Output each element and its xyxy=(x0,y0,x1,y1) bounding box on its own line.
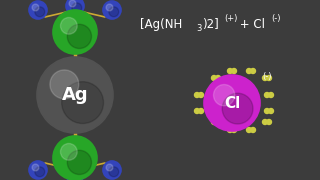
Text: )2]: )2] xyxy=(202,18,219,31)
Circle shape xyxy=(69,168,76,175)
Circle shape xyxy=(53,136,97,180)
Circle shape xyxy=(215,120,220,125)
Circle shape xyxy=(262,75,268,80)
Circle shape xyxy=(69,0,76,7)
Circle shape xyxy=(67,150,92,174)
Circle shape xyxy=(53,10,97,54)
Circle shape xyxy=(29,1,47,19)
Circle shape xyxy=(222,93,253,124)
Text: (-): (-) xyxy=(271,14,281,23)
Circle shape xyxy=(103,1,121,19)
Circle shape xyxy=(72,3,82,13)
Text: + Cl: + Cl xyxy=(236,18,265,31)
Circle shape xyxy=(265,109,269,114)
Circle shape xyxy=(198,109,204,114)
Circle shape xyxy=(231,127,236,132)
Circle shape xyxy=(195,93,199,98)
Text: (+): (+) xyxy=(224,14,237,23)
Circle shape xyxy=(198,93,204,98)
Circle shape xyxy=(106,164,113,171)
Circle shape xyxy=(37,57,113,133)
Circle shape xyxy=(267,75,271,80)
Circle shape xyxy=(66,165,84,180)
Circle shape xyxy=(72,171,82,180)
Circle shape xyxy=(265,93,269,98)
Text: [Ag(NH: [Ag(NH xyxy=(140,18,182,31)
Text: Ag: Ag xyxy=(62,86,88,104)
Circle shape xyxy=(32,164,39,171)
Circle shape xyxy=(246,69,252,73)
Circle shape xyxy=(35,167,45,177)
Circle shape xyxy=(268,109,274,114)
Circle shape xyxy=(204,75,260,131)
Circle shape xyxy=(29,161,47,179)
Circle shape xyxy=(67,24,92,48)
Circle shape xyxy=(60,143,77,160)
Circle shape xyxy=(228,127,233,132)
Circle shape xyxy=(50,70,79,99)
Circle shape xyxy=(106,4,113,11)
Circle shape xyxy=(212,75,217,80)
Text: 3: 3 xyxy=(196,24,201,33)
Circle shape xyxy=(109,167,119,177)
Text: Cl: Cl xyxy=(224,96,240,111)
Circle shape xyxy=(66,0,84,15)
Circle shape xyxy=(109,7,119,17)
Circle shape xyxy=(262,120,268,125)
Circle shape xyxy=(212,120,217,125)
Circle shape xyxy=(246,127,252,132)
Circle shape xyxy=(251,127,255,132)
Circle shape xyxy=(213,85,235,106)
Circle shape xyxy=(103,161,121,179)
Circle shape xyxy=(215,75,220,80)
Circle shape xyxy=(251,69,255,73)
Circle shape xyxy=(267,120,271,125)
Circle shape xyxy=(268,93,274,98)
Text: (-): (-) xyxy=(262,73,271,82)
Circle shape xyxy=(32,4,39,11)
Circle shape xyxy=(60,17,77,34)
Circle shape xyxy=(231,69,236,73)
Circle shape xyxy=(195,109,199,114)
Circle shape xyxy=(228,69,233,73)
Circle shape xyxy=(62,82,103,123)
Circle shape xyxy=(35,7,45,17)
